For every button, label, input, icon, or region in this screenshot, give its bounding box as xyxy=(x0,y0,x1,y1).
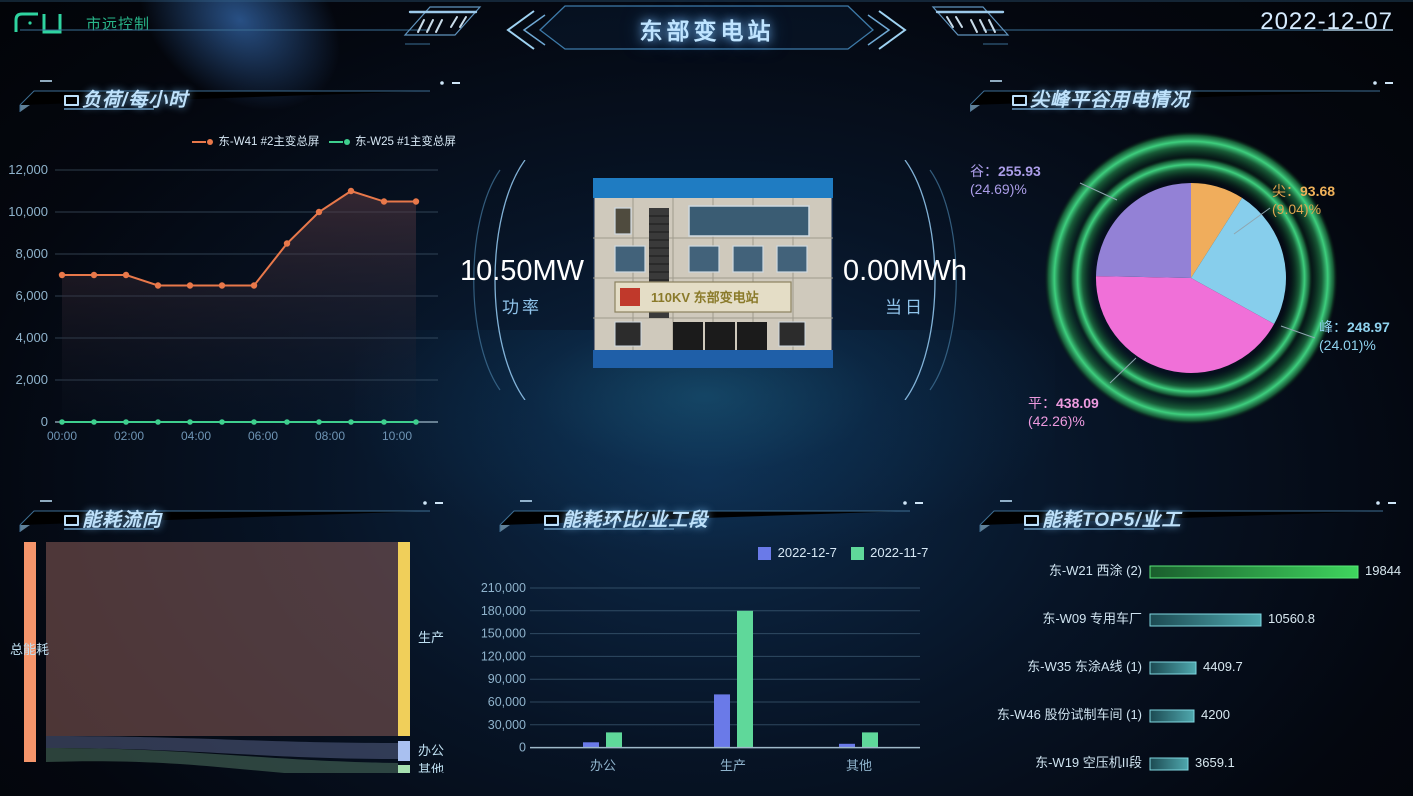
svg-text:150,000: 150,000 xyxy=(481,627,526,641)
svg-text:4200: 4200 xyxy=(1201,707,1230,722)
svg-text:10:00: 10:00 xyxy=(382,429,412,443)
svg-text:210,000: 210,000 xyxy=(481,581,526,595)
svg-text:生产: 生产 xyxy=(418,630,444,645)
svg-text:(24.69)%: (24.69)% xyxy=(970,181,1027,197)
svg-text:其他: 其他 xyxy=(846,758,872,773)
svg-text:110KV 东部变电站: 110KV 东部变电站 xyxy=(651,290,759,305)
svg-text:30,000: 30,000 xyxy=(488,718,526,732)
svg-text:东-W35 东涂A线 (1): 东-W35 东涂A线 (1) xyxy=(1027,659,1142,674)
svg-text:00:00: 00:00 xyxy=(47,429,77,443)
svg-text:(42.26)%: (42.26)% xyxy=(1028,413,1085,429)
svg-text:东-W21 西涂 (2): 东-W21 西涂 (2) xyxy=(1049,563,1142,578)
svg-text:6,000: 6,000 xyxy=(15,288,48,303)
svg-text:08:00: 08:00 xyxy=(315,429,345,443)
svg-text:其他: 其他 xyxy=(418,762,444,773)
svg-text:谷：255.93: 谷：255.93 xyxy=(970,163,1041,179)
svg-text:0: 0 xyxy=(41,414,48,429)
svg-text:180,000: 180,000 xyxy=(481,604,526,618)
svg-text:19844: 19844 xyxy=(1365,563,1401,578)
svg-text:10,000: 10,000 xyxy=(8,204,48,219)
svg-text:东-W09 专用车厂: 东-W09 专用车厂 xyxy=(1042,611,1142,626)
svg-text:4409.7: 4409.7 xyxy=(1203,659,1243,674)
svg-text:60,000: 60,000 xyxy=(488,695,526,709)
svg-text:4,000: 4,000 xyxy=(15,330,48,345)
svg-text:办公: 办公 xyxy=(418,743,444,758)
svg-text:峰：248.97: 峰：248.97 xyxy=(1319,319,1390,335)
svg-text:2,000: 2,000 xyxy=(15,372,48,387)
svg-text:8,000: 8,000 xyxy=(15,246,48,261)
svg-text:(24.01)%: (24.01)% xyxy=(1319,337,1376,353)
svg-text:04:00: 04:00 xyxy=(181,429,211,443)
svg-text:0: 0 xyxy=(519,741,526,755)
svg-text:120,000: 120,000 xyxy=(481,649,526,663)
svg-text:办公: 办公 xyxy=(590,758,616,773)
svg-text:总能耗: 总能耗 xyxy=(10,642,49,657)
svg-text:(9.04)%: (9.04)% xyxy=(1272,201,1321,217)
svg-text:生产: 生产 xyxy=(720,758,746,773)
svg-text:02:00: 02:00 xyxy=(114,429,144,443)
svg-text:东-W46 股份试制车间 (1): 东-W46 股份试制车间 (1) xyxy=(997,707,1142,722)
svg-text:12,000: 12,000 xyxy=(8,162,48,177)
svg-text:10560.8: 10560.8 xyxy=(1268,611,1315,626)
svg-text:尖：93.68: 尖：93.68 xyxy=(1272,183,1335,199)
svg-text:东-W19 空压机II段: 东-W19 空压机II段 xyxy=(1035,755,1142,770)
svg-text:3659.1: 3659.1 xyxy=(1195,755,1235,770)
svg-text:06:00: 06:00 xyxy=(248,429,278,443)
svg-text:90,000: 90,000 xyxy=(488,672,526,686)
svg-text:平：438.09: 平：438.09 xyxy=(1028,395,1099,411)
